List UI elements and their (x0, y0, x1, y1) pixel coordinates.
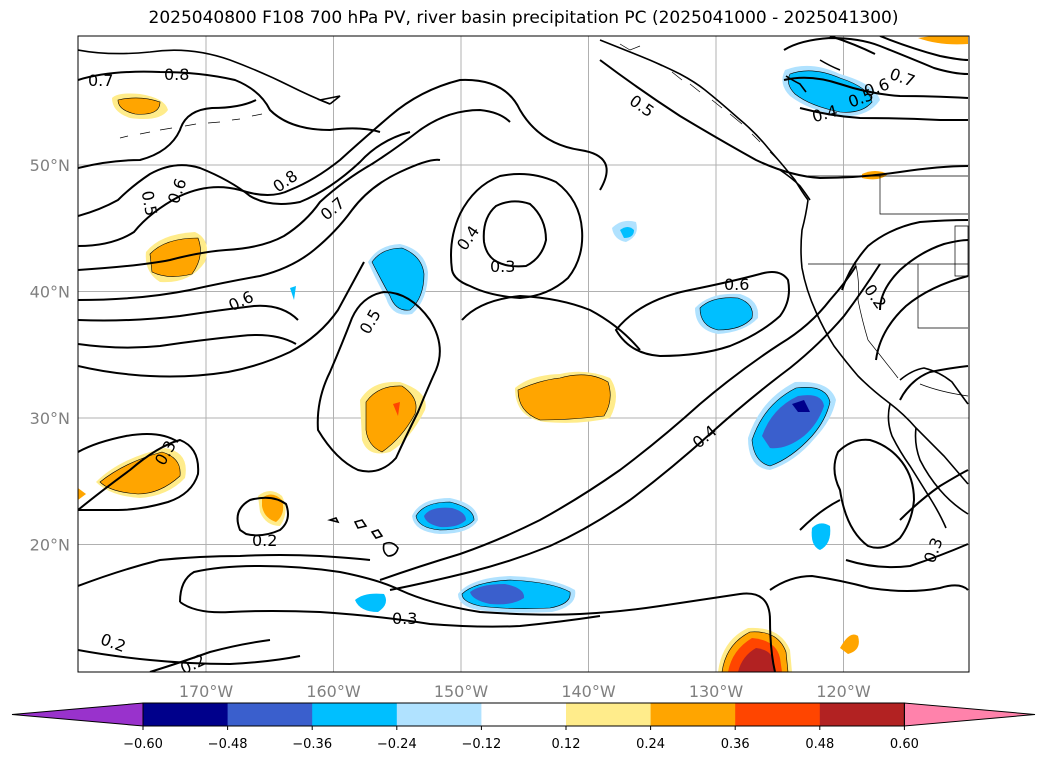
contour-label: 0.4 (453, 222, 483, 254)
pos-anomaly-central-core (366, 385, 417, 452)
colorbar-extend-high (903, 702, 1036, 727)
contour-label: 0.2 (860, 281, 890, 313)
colorbar-tick-label: 0.12 (552, 737, 581, 752)
contour-label: 0.6 (724, 275, 749, 294)
lon-tick-label: 160°W (306, 682, 361, 701)
colorbar-tick-label: 0.36 (721, 737, 750, 752)
colorbar: −0.60 −0.48 −0.36 −0.24 −0.12 0.12 0.24 0.36 0.4… (11, 702, 1036, 752)
pos-anomaly-alaska-gulf-west-core (118, 97, 160, 115)
graticule: 50°N 40°N 30°N 20°N 170°W 160°W 150°W 140°W 130°… (30, 36, 969, 701)
neg-anomaly-south-band-strong (470, 584, 525, 605)
contour-label: 0.5 (138, 189, 161, 217)
pos-anomaly-dateline-north-core (150, 238, 201, 277)
lon-tick-label: 130°W (689, 682, 744, 701)
neg-anomaly-small-d (290, 286, 296, 300)
shaded-outlines (99, 70, 873, 672)
colorbar-swatch (481, 703, 567, 726)
colorbar-swatch (227, 703, 313, 726)
lat-tick-label: 40°N (30, 283, 70, 302)
contour-label: 0.3 (920, 535, 947, 565)
colorbar-swatch (819, 703, 905, 726)
pos-anomaly-hawaii-west-core (262, 494, 284, 522)
neg-anomaly-hawaii-strong (424, 507, 466, 528)
neg-anomaly-sw-cal-strong (762, 395, 824, 449)
colorbar-swatch (735, 703, 821, 726)
colorbar-tick-label: −0.24 (377, 737, 417, 752)
contour-label: 0.2 (98, 630, 128, 657)
contour-label: 0.8 (164, 65, 189, 84)
contour-label: 0.8 (269, 166, 301, 196)
pos-anomaly-central-hot (393, 402, 400, 416)
coastlines (78, 39, 969, 557)
contour-label: 0.7 (88, 71, 113, 90)
neg-anomaly-nw-canada-core (788, 70, 872, 113)
neg-anomaly-east-pac-core (700, 297, 753, 330)
lat-tick-label: 20°N (30, 536, 70, 555)
lon-tick-label: 120°W (816, 682, 871, 701)
pos-anomaly-ne-corner (918, 36, 968, 45)
contour-label: 0.2 (252, 531, 277, 550)
contour-label: 0.3 (392, 609, 417, 628)
colorbar-tick-label: −0.36 (292, 737, 332, 752)
colorbar-tick-label: 0.24 (636, 737, 665, 752)
contour-label: 0.7 (887, 64, 917, 91)
contour-label: 0.3 (490, 257, 515, 276)
colorbar-swatch (312, 703, 398, 726)
lon-tick-label: 150°W (434, 682, 489, 701)
contour-label: 0.5 (626, 91, 658, 121)
lon-tick-label: 170°W (179, 682, 234, 701)
neg-anomaly-small-a-core (620, 227, 634, 238)
colorbar-swatch (650, 703, 736, 726)
colorbar-frame (142, 702, 905, 727)
shaded-fields (78, 36, 968, 672)
colorbar-swatch (396, 703, 482, 726)
pos-anomaly-baja-small (840, 634, 859, 654)
colorbar-swatch (566, 703, 652, 726)
contour-label: 0.5 (356, 306, 385, 338)
lat-tick-label: 30°N (30, 409, 70, 428)
colorbar-tick-label: 0.60 (890, 737, 919, 752)
neg-anomaly-central-north-core (372, 248, 424, 311)
colorbar-tick-label: −0.60 (123, 737, 163, 752)
pos-anomaly-west-edge (78, 488, 86, 500)
contour-label: 0.6 (862, 74, 892, 101)
plot-frame (77, 35, 970, 673)
neg-anomaly-small-c (811, 523, 831, 550)
colorbar-tick-label: 0.48 (805, 737, 834, 752)
map-title: 2025040800 F108 700 hPa PV, river basin … (148, 8, 899, 28)
colorbar-extend-low (11, 702, 144, 727)
pos-anomaly-west-sub-core (100, 452, 181, 494)
lat-tick-label: 50°N (30, 156, 70, 175)
colorbar-tick-label: −0.12 (461, 737, 501, 752)
lon-tick-label: 140°W (561, 682, 616, 701)
neg-anomaly-sw-cal-max (792, 400, 810, 412)
contour-label: 0.6 (164, 176, 191, 206)
neg-anomaly-small-b (355, 593, 386, 612)
colorbar-tick-label: −0.48 (208, 737, 248, 752)
pos-anomaly-mexico-south-max (738, 648, 774, 672)
pos-anomaly-mid-core (518, 374, 611, 420)
pv-contours (78, 36, 969, 672)
colorbar-swatch (143, 703, 229, 726)
